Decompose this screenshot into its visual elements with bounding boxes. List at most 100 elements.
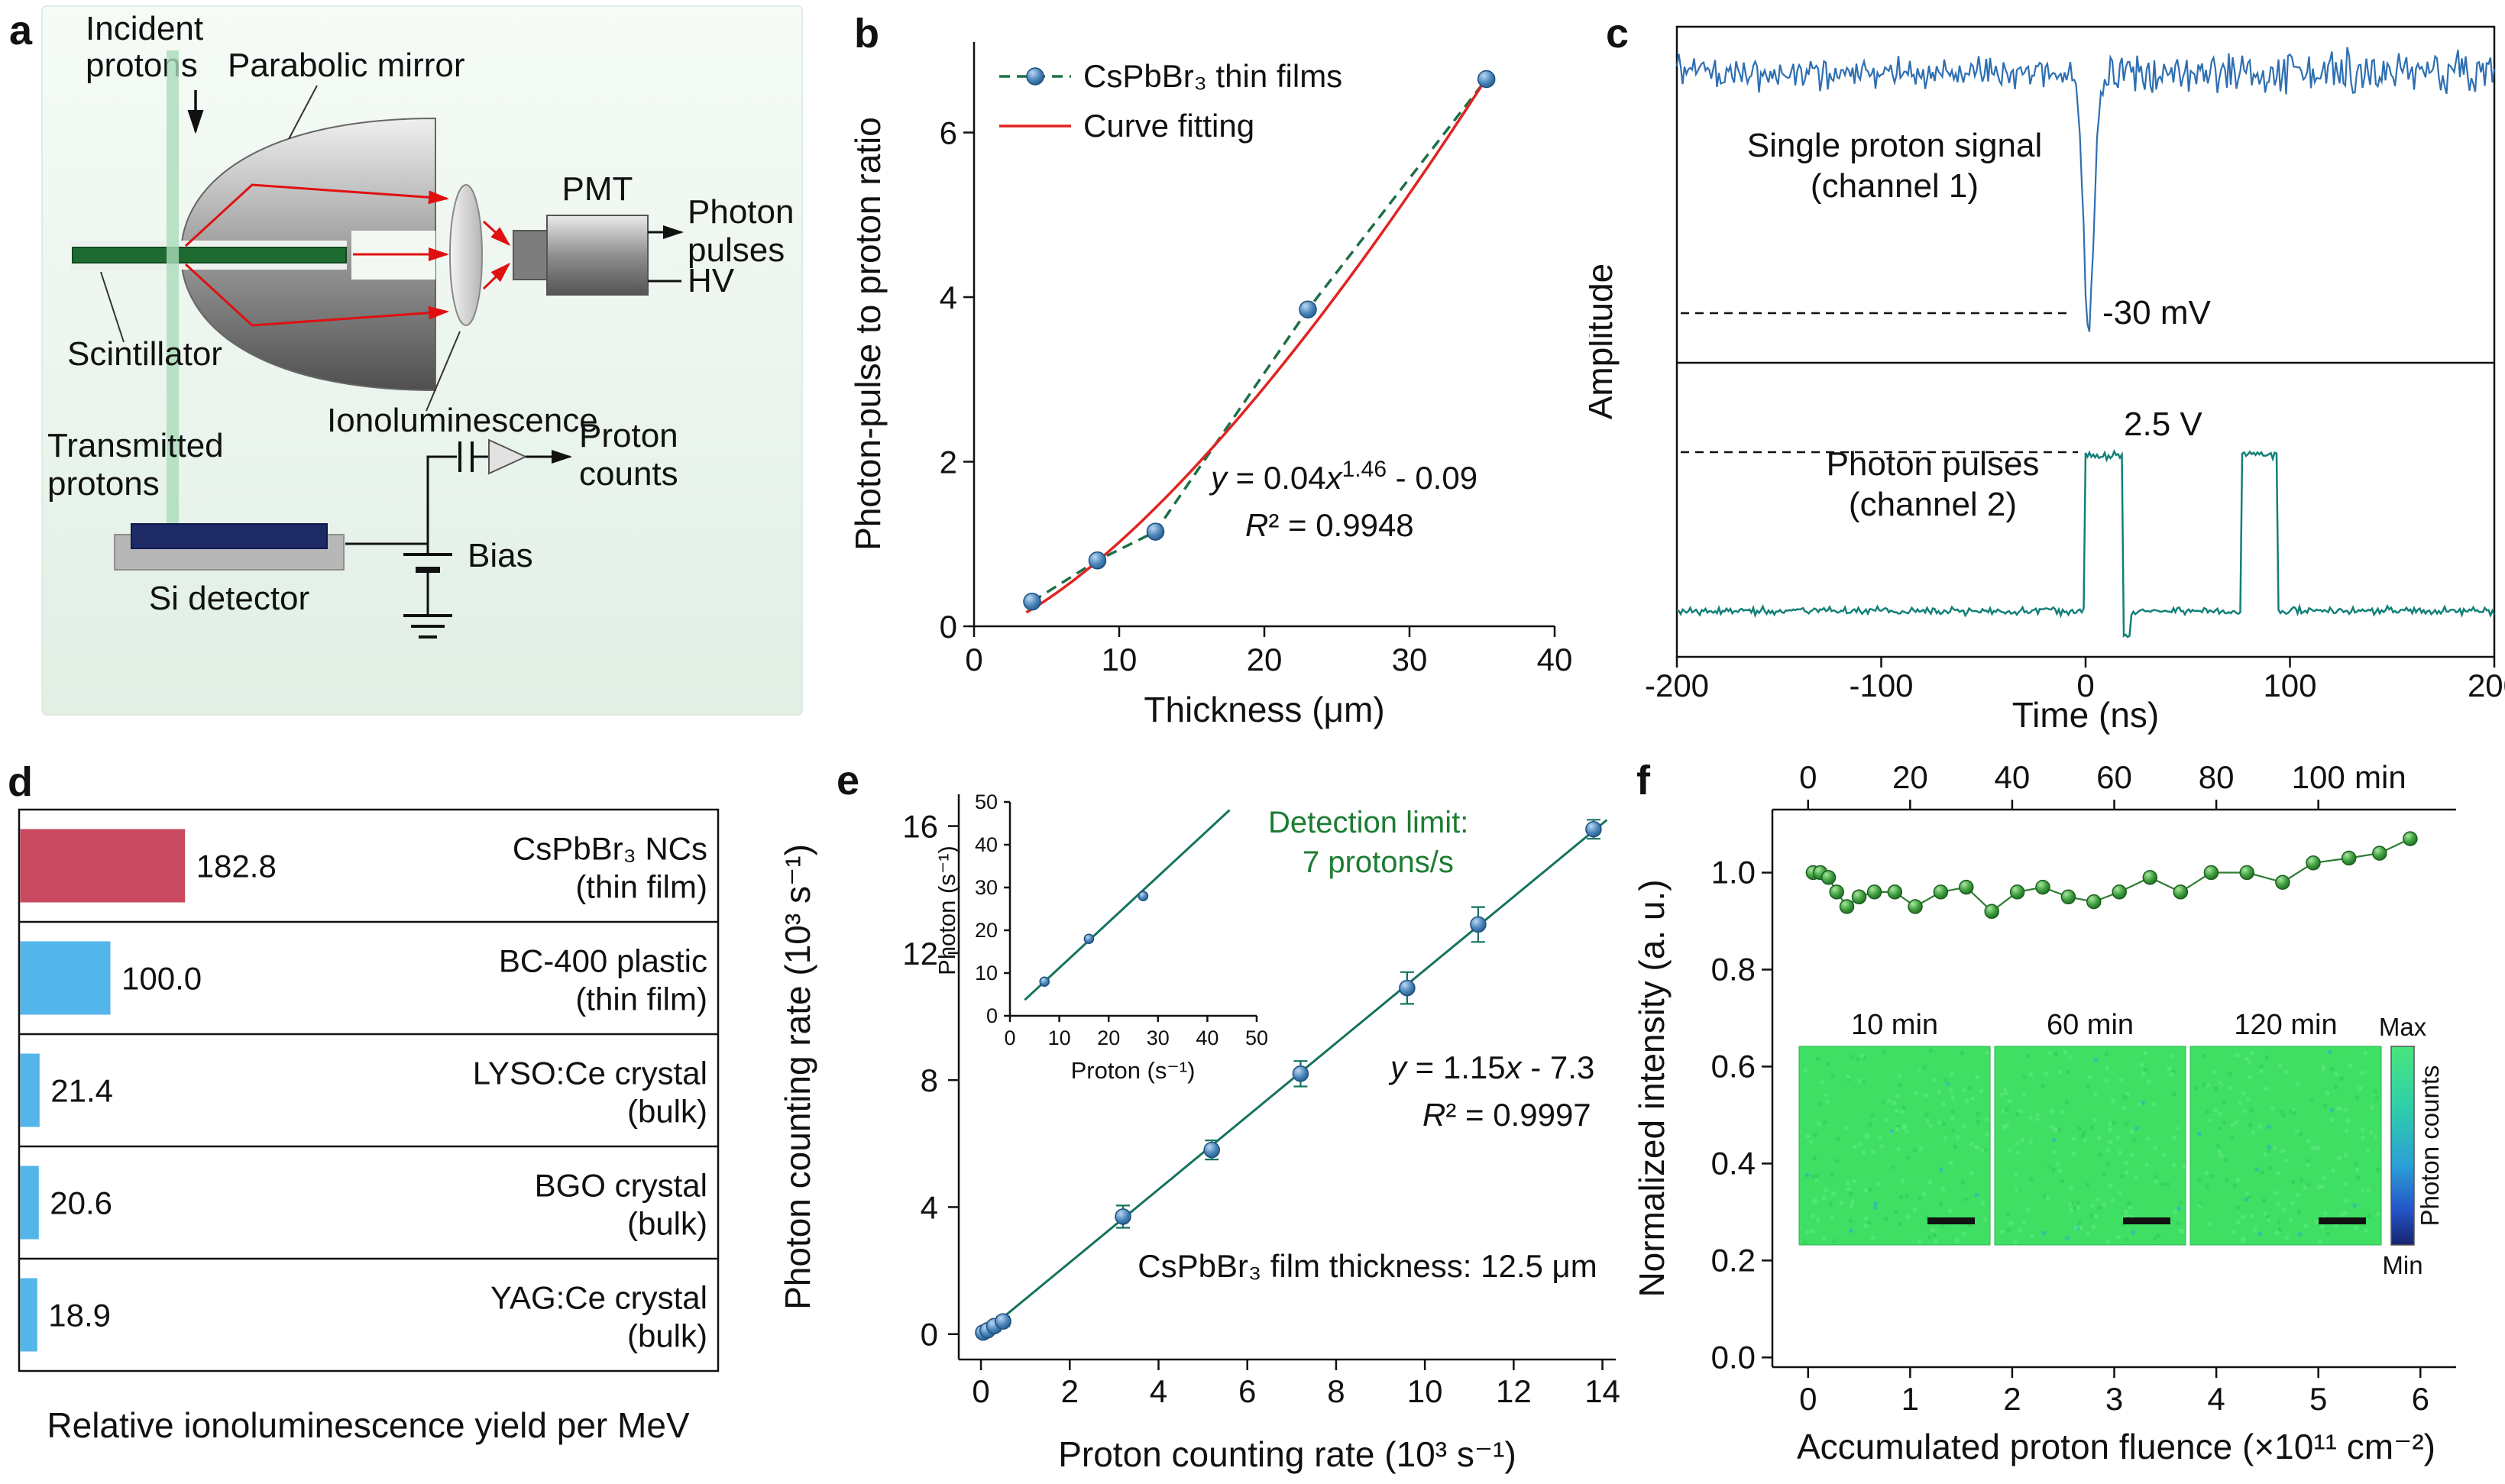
image-noise-speck xyxy=(1848,1191,1853,1196)
data-point xyxy=(1984,904,1999,920)
inset-y-tick-label: 40 xyxy=(975,833,998,856)
data-point xyxy=(2403,831,2418,846)
image-noise-speck xyxy=(1877,1182,1882,1186)
image-noise-speck xyxy=(1824,1093,1828,1098)
image-noise-speck xyxy=(2143,1051,2147,1056)
inset-data-point xyxy=(1039,976,1050,987)
data-point xyxy=(2009,884,2025,900)
image-noise-speck xyxy=(2051,1149,2056,1154)
data-point xyxy=(2306,855,2321,871)
image-noise-speck xyxy=(2306,1162,2310,1167)
image-noise-speck xyxy=(2257,1232,2262,1237)
image-noise-speck xyxy=(1817,1101,1821,1106)
image-noise-speck xyxy=(2029,1177,2034,1182)
image-noise-speck xyxy=(2057,1127,2062,1132)
image-noise-speck xyxy=(2314,1146,2319,1150)
data-point xyxy=(1839,899,1855,914)
image-noise-speck xyxy=(2291,1180,2296,1184)
bar-category-label: LYSO:Ce crystal xyxy=(473,1056,707,1091)
image-noise-speck xyxy=(1884,1217,1888,1221)
image-noise-speck xyxy=(1985,1051,1989,1055)
image-noise-speck xyxy=(2173,1209,2178,1214)
image-noise-speck xyxy=(2068,1055,2073,1059)
inset-y-tick-label: 30 xyxy=(975,876,998,899)
image-noise-speck xyxy=(1925,1119,1930,1124)
image-noise-speck xyxy=(2106,1240,2111,1244)
image-noise-speck xyxy=(1896,1147,1901,1152)
image-noise-speck xyxy=(2108,1121,2112,1126)
data-point xyxy=(995,1313,1011,1330)
image-noise-speck xyxy=(2047,1165,2052,1169)
image-noise-speck xyxy=(2367,1213,2371,1217)
il-image xyxy=(1798,1046,1991,1246)
image-noise-speck xyxy=(1809,1140,1814,1144)
image-noise-speck xyxy=(1858,1079,1863,1083)
image-noise-speck xyxy=(2179,1201,2183,1205)
image-noise-speck xyxy=(1828,1201,1833,1206)
image-noise-speck xyxy=(2068,1201,2073,1206)
image-noise-speck xyxy=(2051,1168,2056,1172)
image-noise-speck xyxy=(1853,1145,1857,1149)
image-noise-speck xyxy=(1941,1187,1946,1191)
image-noise-speck xyxy=(2092,1117,2097,1122)
image-noise-speck xyxy=(2118,1078,2123,1081)
image-noise-speck xyxy=(1941,1101,1946,1106)
image-noise-speck xyxy=(2124,1237,2128,1241)
y-axis-label-e: Photon counting rate (10³ s⁻¹) xyxy=(778,844,817,1310)
image-noise-speck xyxy=(1914,1091,1918,1095)
y-tick-label: 2 xyxy=(940,445,957,480)
image-noise-speck xyxy=(2290,1201,2295,1206)
image-noise-speck xyxy=(2278,1227,2282,1232)
image-noise-speck xyxy=(1956,1135,1960,1140)
image-noise-speck xyxy=(2060,1179,2064,1184)
image-noise-speck xyxy=(1849,1228,1853,1233)
image-noise-speck xyxy=(1931,1227,1935,1232)
image-noise-speck xyxy=(1976,1146,1980,1150)
x-tick-label: 8 xyxy=(1327,1373,1345,1409)
image-noise-speck xyxy=(1850,1203,1853,1208)
image-noise-speck xyxy=(1867,1221,1872,1225)
inset-image-label-60min: 60 min xyxy=(2047,1009,2134,1041)
image-noise-speck xyxy=(1905,1156,1910,1160)
image-noise-speck xyxy=(2289,1218,2293,1223)
image-noise-speck xyxy=(2247,1195,2251,1200)
image-noise-speck xyxy=(2274,1191,2278,1195)
image-noise-speck xyxy=(2217,1149,2222,1154)
channel2-label: Photon pulses xyxy=(1827,445,2040,483)
image-noise-speck xyxy=(2109,1140,2113,1144)
image-noise-speck xyxy=(1863,1224,1868,1228)
image-noise-speck xyxy=(1902,1124,1907,1129)
image-noise-speck xyxy=(1824,1188,1828,1192)
image-noise-speck xyxy=(2104,1052,2109,1056)
image-noise-speck xyxy=(2236,1220,2241,1224)
data-line xyxy=(1813,838,2411,913)
image-noise-speck xyxy=(2197,1132,2202,1136)
image-noise-speck xyxy=(1822,1195,1827,1200)
image-noise-speck xyxy=(2008,1148,2012,1153)
image-noise-speck xyxy=(2141,1072,2146,1076)
channel2-label2: (channel 2) xyxy=(1849,486,2017,523)
image-noise-speck xyxy=(2355,1162,2358,1166)
image-noise-speck xyxy=(1927,1235,1932,1240)
data-point xyxy=(2142,870,2158,885)
bar xyxy=(20,829,186,903)
r-squared-b: R² = 0.9948 xyxy=(1245,507,1414,543)
x-tick-label: 0 xyxy=(972,1373,989,1409)
image-noise-speck xyxy=(1943,1077,1947,1081)
image-noise-speck xyxy=(1846,1075,1850,1079)
image-noise-speck xyxy=(2030,1233,2034,1238)
data-point xyxy=(1829,884,1844,900)
image-noise-speck xyxy=(2128,1205,2132,1210)
inset-x-tick-label: 20 xyxy=(1097,1027,1120,1049)
x-tick-label: 20 xyxy=(1247,642,1283,677)
channel1-label: Single proton signal xyxy=(1747,127,2042,164)
image-noise-speck xyxy=(2153,1237,2157,1241)
detection-limit-note: Detection limit: xyxy=(1268,806,1468,839)
image-noise-speck xyxy=(1805,1230,1810,1234)
image-noise-speck xyxy=(1905,1215,1910,1219)
image-noise-speck xyxy=(2297,1210,2302,1214)
image-noise-speck xyxy=(2013,1240,2018,1245)
image-noise-speck xyxy=(2077,1221,2081,1225)
image-noise-speck xyxy=(2015,1141,2019,1146)
